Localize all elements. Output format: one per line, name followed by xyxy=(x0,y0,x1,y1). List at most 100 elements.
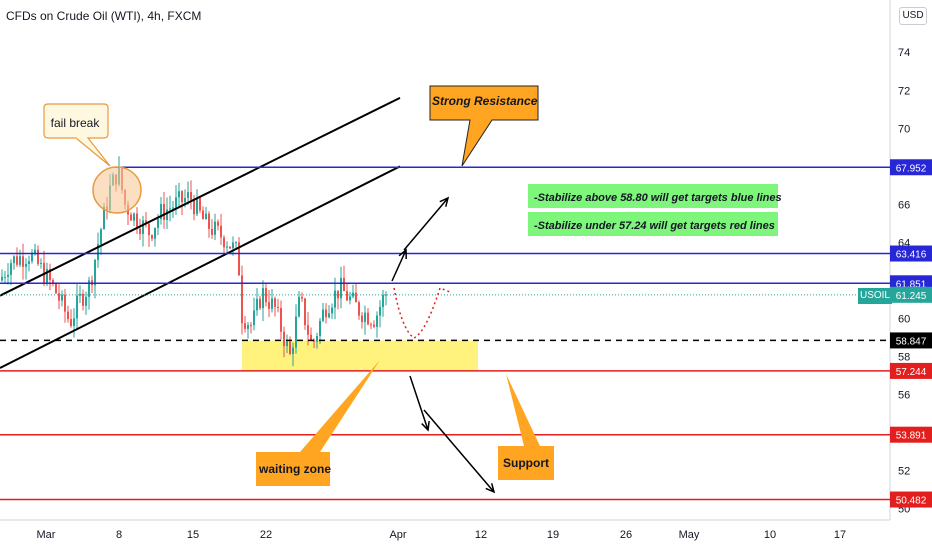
candle-body xyxy=(355,292,357,303)
candle-body xyxy=(334,290,336,308)
candle-body xyxy=(241,275,243,324)
candle-body xyxy=(49,269,51,281)
candle-body xyxy=(301,296,303,299)
candle-body xyxy=(289,341,291,355)
symbol-badge: USOIL xyxy=(858,288,892,304)
candle-body xyxy=(142,220,144,234)
candle-body xyxy=(382,294,384,308)
level-price-badge xyxy=(890,491,932,508)
y-tick-label: 70 xyxy=(898,123,910,135)
candle-body xyxy=(172,207,174,209)
candle-body xyxy=(70,319,72,327)
candle-body xyxy=(220,225,222,238)
x-tick-label: 10 xyxy=(764,529,776,541)
x-tick-label: 19 xyxy=(547,529,559,541)
candle-body xyxy=(295,316,297,348)
candle-body xyxy=(376,315,378,327)
candle-body xyxy=(238,242,240,276)
candle-body xyxy=(346,291,348,301)
y-tick-label: 60 xyxy=(898,314,910,326)
y-tick-label: 56 xyxy=(898,390,910,402)
candle-body xyxy=(244,323,246,329)
candle-body xyxy=(130,214,132,221)
candle-body xyxy=(7,274,9,277)
candle-body xyxy=(337,290,339,299)
candle-body xyxy=(298,296,300,317)
candle-body xyxy=(256,298,258,311)
candle-body xyxy=(379,307,381,316)
candle-body xyxy=(97,244,99,260)
candle-body xyxy=(373,324,375,327)
candle-body xyxy=(235,242,237,244)
candle-body xyxy=(28,261,30,265)
level-price-label: 50.482 xyxy=(896,496,927,507)
x-tick-label: 8 xyxy=(116,529,122,541)
arrow-up-short-head xyxy=(398,248,407,260)
arrow-up-short xyxy=(391,249,407,282)
waiting-zone-callout xyxy=(256,360,380,486)
level-price-badge xyxy=(890,245,932,262)
candle-body xyxy=(211,228,213,235)
y-tick-label: 74 xyxy=(898,47,910,59)
level-price-label: 53.891 xyxy=(896,431,927,442)
waiting-zone-label: waiting zone xyxy=(259,462,331,476)
candle-body xyxy=(385,294,387,296)
strong-resistance-callout xyxy=(429,85,539,167)
candle-body xyxy=(88,280,90,297)
note-line-2: -Stabilize under 57.24 will get targets … xyxy=(534,220,775,232)
candle-body xyxy=(10,263,12,275)
x-tick-label: Apr xyxy=(389,529,406,541)
candle-body xyxy=(370,324,372,326)
candle-body xyxy=(73,318,75,327)
candle-body xyxy=(304,298,306,326)
candle-body xyxy=(358,302,360,316)
candle-body xyxy=(226,246,228,248)
candle-body xyxy=(100,229,102,245)
currency-button[interactable]: USD xyxy=(899,7,927,25)
candle-body xyxy=(148,223,150,236)
candle-body xyxy=(34,249,36,253)
y-tick-label: 52 xyxy=(898,466,910,478)
candle-body xyxy=(361,315,363,323)
candle-body xyxy=(316,336,318,342)
support-label: Support xyxy=(503,456,549,470)
candle-body xyxy=(250,325,252,327)
candle-body xyxy=(157,219,159,228)
candle-body xyxy=(136,213,138,229)
candle-body xyxy=(292,347,294,355)
candle-body xyxy=(85,296,87,306)
candle-body xyxy=(52,280,54,284)
candle-body xyxy=(163,203,165,221)
candle-body xyxy=(193,199,195,215)
candle-body xyxy=(205,213,207,220)
candle-body xyxy=(181,191,183,203)
y-tick-label: 72 xyxy=(898,85,910,97)
x-tick-label: May xyxy=(679,529,700,541)
candle-body xyxy=(61,294,63,301)
candle-body xyxy=(19,256,21,265)
candle-body xyxy=(325,309,327,318)
candle-body xyxy=(46,269,48,283)
fail-break-circle xyxy=(92,166,142,214)
x-tick-label: 17 xyxy=(834,529,846,541)
fail-break-callout xyxy=(43,103,111,167)
candle-body xyxy=(352,292,354,297)
candle-body xyxy=(103,206,105,230)
level-price-label: 61.851 xyxy=(896,279,927,290)
candle-body xyxy=(133,213,135,221)
chart-title: CFDs on Crude Oil (WTI), 4h, FXCM xyxy=(6,9,202,23)
arrow-down-long xyxy=(423,409,495,493)
channel-upper-line xyxy=(0,96,401,297)
candle-body xyxy=(64,294,66,312)
arrow-down-short-head xyxy=(421,420,430,432)
candle-body xyxy=(307,325,309,335)
note-box-2 xyxy=(528,212,778,236)
candle-body xyxy=(229,246,231,249)
arrow-up-long-head xyxy=(439,196,450,207)
candle-body xyxy=(277,307,279,309)
candle-body xyxy=(25,264,27,267)
candle-body xyxy=(349,296,351,301)
candle-body xyxy=(154,227,156,239)
candle-body xyxy=(151,235,153,239)
